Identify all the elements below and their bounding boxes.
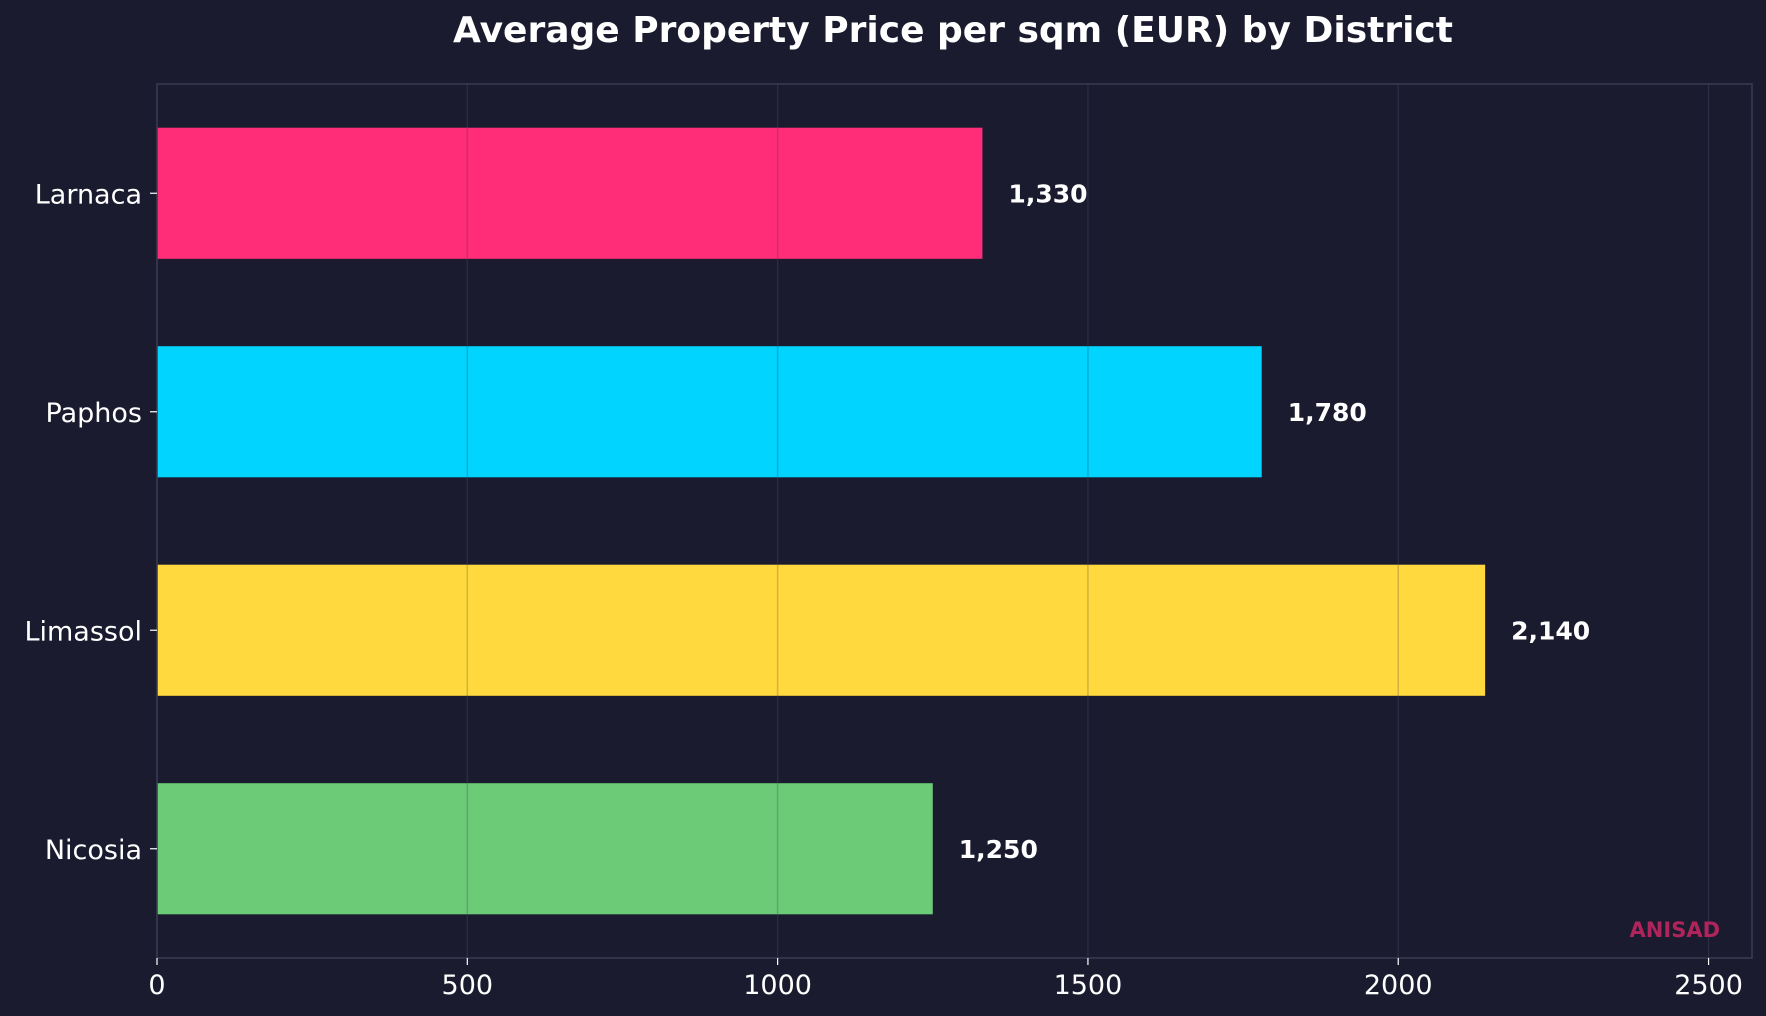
value-label: 1,330 bbox=[1008, 179, 1087, 208]
x-tick-label: 2500 bbox=[1674, 970, 1743, 1001]
x-tick-label: 1500 bbox=[1054, 970, 1123, 1001]
x-tick-label: 2000 bbox=[1364, 970, 1433, 1001]
x-tick-label: 0 bbox=[148, 970, 165, 1001]
plot-frame bbox=[156, 83, 1753, 959]
value-label: 2,140 bbox=[1511, 616, 1590, 645]
y-tick-label: Nicosia bbox=[45, 835, 142, 866]
bar-larnaca bbox=[157, 127, 983, 259]
x-tick-label: 500 bbox=[442, 970, 494, 1001]
chart-title: Average Property Price per sqm (EUR) by … bbox=[453, 10, 1453, 51]
x-tick-label: 1000 bbox=[743, 970, 812, 1001]
bar-paphos bbox=[157, 346, 1262, 478]
y-tick-label: Paphos bbox=[46, 398, 142, 429]
y-tick-label: Larnaca bbox=[35, 179, 142, 210]
value-label: 1,780 bbox=[1288, 398, 1367, 427]
value-label: 1,250 bbox=[959, 835, 1038, 864]
bar-nicosia bbox=[157, 783, 933, 915]
y-tick-label: Limassol bbox=[24, 616, 142, 647]
axis-layer bbox=[150, 192, 1710, 965]
bar-limassol bbox=[157, 564, 1486, 696]
watermark: ANISAD bbox=[1630, 918, 1720, 942]
bar-layer bbox=[157, 127, 1486, 915]
label-layer: 0 500 1000 1500 2000 2500 Larnaca 1,330 Paphos 1,… bbox=[24, 179, 1742, 1001]
